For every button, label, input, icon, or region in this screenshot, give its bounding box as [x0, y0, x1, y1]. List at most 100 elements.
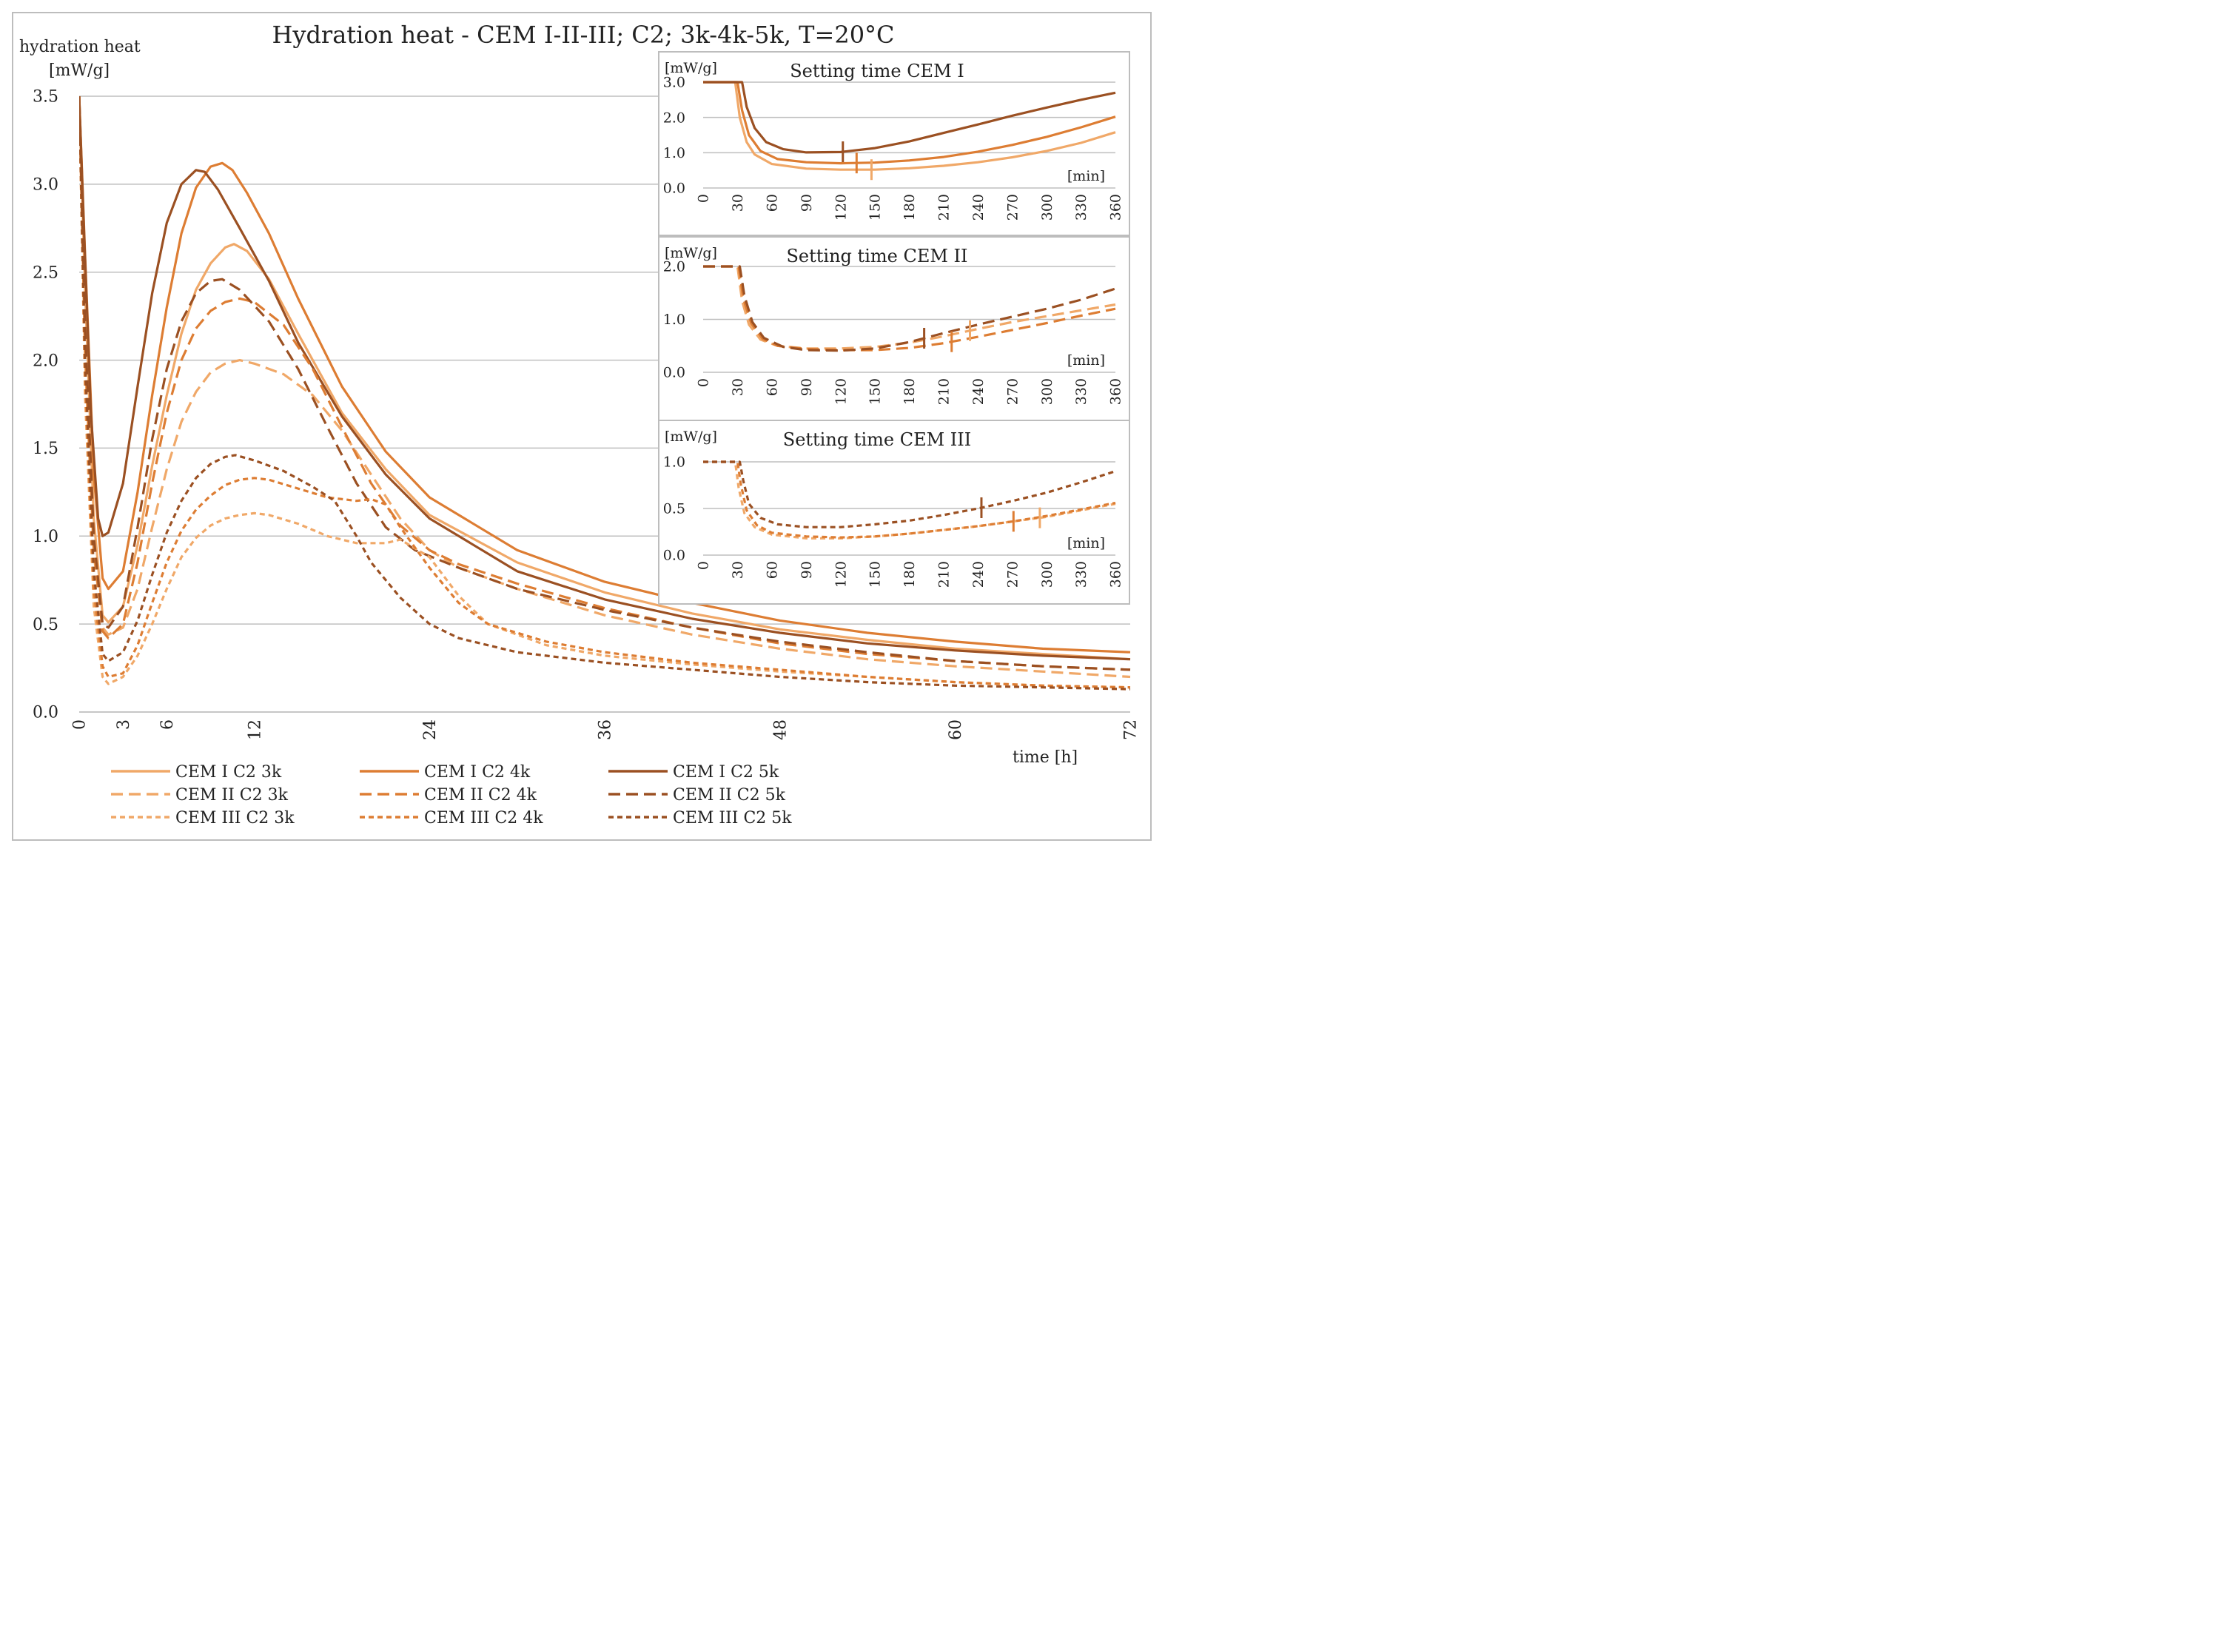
- y-tick-label: 0.5: [663, 501, 685, 517]
- x-tick-label: 120: [833, 194, 849, 221]
- inset-x-unit-label: [min]: [1067, 168, 1105, 184]
- figure-frame: [12, 12, 1152, 841]
- y-axis-label-line2: [mW/g]: [49, 61, 110, 80]
- series-line-cem-ii-c2-5k: [703, 265, 1116, 352]
- legend-item: CEM II C2 4k: [360, 786, 537, 805]
- x-tick-label: 240: [970, 194, 987, 221]
- series-line-cem-i-c2-3k: [703, 81, 1116, 171]
- y-axis-label-line1: hydration heat: [19, 38, 141, 56]
- inset-panels: Setting time CEM I [mW/g] 0.0 1.0 2.0 3.0 0 30 6…: [658, 51, 1130, 605]
- x-tick-label: 6: [158, 719, 177, 730]
- x-tick-label: 30: [730, 378, 746, 396]
- inset-plot-2: 0.0 1.0 2.0 0 30 60 90 120 150 180 210 240 270 300 330…: [663, 259, 1124, 406]
- y-tick-label: 3.5: [33, 88, 58, 107]
- legend-label: CEM I C2 3k: [175, 763, 282, 782]
- inset-title: Setting time CEM II: [786, 246, 967, 266]
- inset-x-unit-label: [min]: [1067, 352, 1105, 369]
- y-tick-label: 1.0: [663, 145, 685, 161]
- y-tick-label: 0.0: [663, 548, 685, 564]
- inset-plot-1: 0.0 1.0 2.0 3.0 0 30 60 90 120 150 180 210 240 270 300…: [663, 75, 1124, 221]
- x-tick-label: 210: [936, 378, 953, 405]
- x-tick-label: 90: [799, 378, 815, 396]
- x-tick-label: 3: [115, 719, 133, 730]
- series-line-cem-i-c2-4k: [79, 95, 1131, 654]
- x-tick-label: 120: [833, 561, 849, 588]
- x-tick-label: 330: [1073, 194, 1090, 221]
- legend-label: CEM II C2 4k: [424, 786, 537, 805]
- x-tick-label: 270: [1004, 194, 1021, 221]
- x-tick-label: 180: [902, 194, 918, 221]
- x-tick-label: 150: [867, 378, 884, 405]
- x-tick-label: 30: [730, 561, 746, 579]
- y-tick-label: 2.0: [663, 259, 685, 275]
- legend-label: CEM III C2 4k: [424, 809, 543, 827]
- inset-y-unit-label: [mW/g]: [665, 60, 717, 76]
- x-tick-label: 72: [1122, 719, 1141, 740]
- y-tick-label: 1.0: [33, 528, 58, 546]
- inset-title: Setting time CEM I: [790, 61, 964, 81]
- legend-label: CEM I C2 5k: [673, 763, 779, 782]
- x-tick-label: 240: [970, 561, 987, 588]
- y-tick-label: 0.0: [663, 181, 685, 197]
- y-tick-label: 0.0: [33, 704, 58, 722]
- x-tick-label: 180: [902, 378, 918, 405]
- x-tick-label: 0: [696, 194, 712, 203]
- legend-item: CEM II C2 3k: [111, 786, 289, 805]
- x-tick-label: 0: [71, 719, 90, 730]
- x-tick-label: 90: [799, 561, 815, 579]
- x-tick-label: 300: [1039, 561, 1055, 588]
- inset-y-unit-label: [mW/g]: [665, 245, 717, 261]
- series-line-cem-ii-c2-5k: [79, 95, 1131, 671]
- legend: CEM I C2 3k CEM I C2 4k CEM I C2 5k CEM II …: [111, 763, 792, 827]
- y-tick-label: 1.5: [33, 440, 58, 458]
- main-plot: 0.00.51.01.52.02.53.03.50 3 6 12 24 36 48 60 72: [33, 88, 1141, 740]
- y-tick-label: 2.0: [663, 110, 685, 126]
- legend-label: CEM II C2 5k: [673, 786, 786, 805]
- x-tick-label: 180: [902, 561, 918, 588]
- series-line-cem-iii-c2-3k: [79, 95, 1131, 689]
- x-tick-label: 300: [1039, 378, 1055, 405]
- x-tick-label: 30: [730, 194, 746, 212]
- y-tick-label: 1.0: [663, 312, 685, 328]
- hydration-heat-figure: Hydration heat - CEM I-II-III; C2; 3k-4k…: [19, 21, 1141, 827]
- x-tick-label: 270: [1004, 561, 1021, 588]
- x-tick-label: 120: [833, 378, 849, 405]
- series-line-cem-iii-c2-5k: [703, 460, 1116, 528]
- main-plot-area: 0.00.51.01.52.02.53.03.50 3 6 12 24 36 48 60 72: [33, 88, 1141, 740]
- x-tick-label: 210: [936, 561, 953, 588]
- y-tick-label: 3.0: [663, 75, 685, 91]
- x-axis-label: time [h]: [1013, 748, 1078, 767]
- legend-label: CEM II C2 3k: [175, 786, 289, 805]
- legend-label: CEM III C2 3k: [175, 809, 295, 827]
- legend-item: CEM III C2 3k: [111, 809, 295, 827]
- legend-item: CEM III C2 5k: [608, 809, 792, 827]
- inset-background: [658, 420, 1130, 605]
- y-tick-label: 2.5: [33, 263, 58, 282]
- x-tick-label: 270: [1004, 378, 1021, 405]
- series-line-cem-i-c2-3k: [79, 95, 1131, 661]
- chart-title: Hydration heat - CEM I-II-III; C2; 3k-4k…: [272, 21, 894, 49]
- y-tick-label: 2.0: [33, 352, 58, 370]
- y-tick-label: 1.0: [663, 454, 685, 471]
- series-line-cem-i-c2-5k: [703, 81, 1116, 154]
- y-tick-label: 0.0: [663, 365, 685, 381]
- inset-x-unit-label: [min]: [1067, 535, 1105, 551]
- legend-item: CEM II C2 5k: [608, 786, 786, 805]
- series-line-cem-iii-c2-4k: [79, 95, 1131, 689]
- x-tick-label: 330: [1073, 561, 1090, 588]
- legend-item: CEM III C2 4k: [360, 809, 543, 827]
- legend-label: CEM I C2 4k: [424, 763, 531, 782]
- series-line-cem-ii-c2-4k: [703, 265, 1116, 352]
- x-tick-label: 60: [947, 719, 965, 740]
- legend-label: CEM III C2 5k: [673, 809, 792, 827]
- x-tick-label: 150: [867, 194, 884, 221]
- y-tick-label: 3.0: [33, 176, 58, 195]
- inset-title: Setting time CEM III: [783, 429, 972, 450]
- x-tick-label: 210: [936, 194, 953, 221]
- inset-panel-2: Setting time CEM II [mW/g] 0.0 1.0 2.0 0 30 60 9…: [658, 236, 1130, 421]
- inset-y-unit-label: [mW/g]: [665, 429, 717, 445]
- series-line-cem-i-c2-4k: [703, 81, 1116, 165]
- x-tick-label: 360: [1108, 194, 1124, 221]
- x-tick-label: 330: [1073, 378, 1090, 405]
- x-tick-label: 360: [1108, 378, 1124, 405]
